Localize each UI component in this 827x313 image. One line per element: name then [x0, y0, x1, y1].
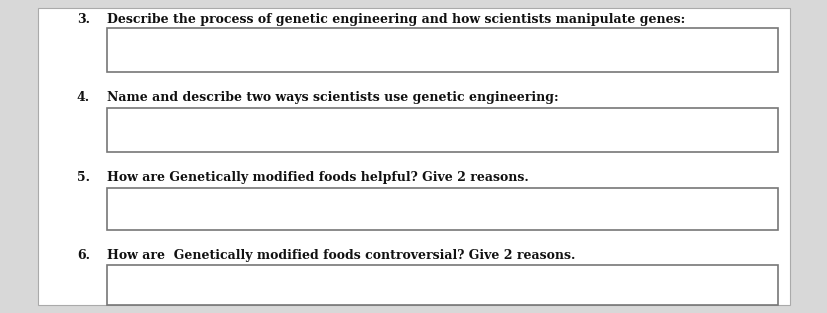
Text: 4.: 4. [77, 91, 90, 104]
Text: Name and describe two ways scientists use genetic engineering:: Name and describe two ways scientists us… [107, 91, 558, 104]
Text: 3.: 3. [77, 13, 90, 26]
Text: How are Genetically modified foods helpful? Give 2 reasons.: How are Genetically modified foods helpf… [107, 171, 528, 184]
Bar [107, 108, 777, 152]
Text: 5.: 5. [77, 171, 90, 184]
Text: How are  Genetically modified foods controversial? Give 2 reasons.: How are Genetically modified foods contr… [107, 249, 575, 262]
Text: 6.: 6. [77, 249, 90, 262]
Text: Describe the process of genetic engineering and how scientists manipulate genes:: Describe the process of genetic engineer… [107, 13, 685, 26]
Bar [107, 188, 777, 230]
Bar [107, 28, 777, 72]
Bar [107, 265, 777, 305]
